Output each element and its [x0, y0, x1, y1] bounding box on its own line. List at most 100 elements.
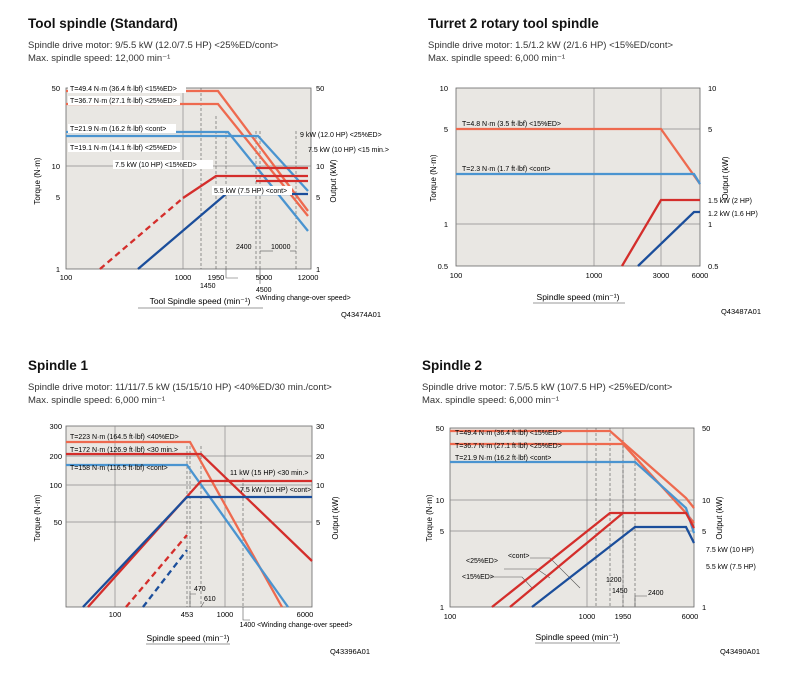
ytick-1: 1	[444, 220, 448, 229]
annot-1450: 1450	[200, 283, 216, 290]
x-axis-label: Spindle speed (min⁻¹)	[537, 292, 620, 302]
label-torque-2-3: T=2.3 N·m (1.7 ft·lbf) <cont>	[462, 166, 551, 173]
label-output-1-5: 1.5 kW (2 HP)	[708, 198, 752, 205]
label-torque-21-9: T=21.9 N·m (16.2 ft·lbf) <cont>	[70, 126, 166, 133]
xtick-1950: 1950	[615, 612, 632, 621]
series-torque-19-1	[66, 134, 309, 192]
xtick-5000: 5000	[256, 273, 273, 282]
label-torque-223: T=223 N·m (164.5 ft·lbf) <40%ED>	[70, 434, 179, 441]
y2tick-1: 1	[702, 603, 706, 612]
chart-svg: 10 5 1 0.5 10 5 1 0.5 100 1000 3000 6000…	[429, 84, 761, 316]
chart-code: Q43474A01	[341, 310, 381, 319]
y2tick-10: 10	[702, 496, 710, 505]
label-torque-21-9: T=21.9 N·m (16.2 ft·lbf) <cont>	[455, 455, 551, 462]
y2tick-50: 50	[702, 424, 710, 433]
chart-title: Spindle 1	[28, 358, 89, 373]
annot-1200: 1200	[606, 577, 622, 584]
label-torque-49-4: T=49.4 N·m (36.4 ft·lbf) <15%ED>	[70, 86, 177, 93]
series-output-7-5	[182, 174, 308, 199]
x-axis-label: Spindle speed (min⁻¹)	[536, 632, 619, 642]
series-torque-223	[66, 440, 284, 608]
xtick-6000: 6000	[682, 612, 699, 621]
xtick-1000: 1000	[175, 273, 192, 282]
ytick-50: 50	[436, 424, 444, 433]
xtick-1950: 1950	[208, 273, 225, 282]
series-torque-49-4	[450, 429, 695, 509]
xtick-12000: 12000	[298, 273, 319, 282]
chart-subtitle-motor: Spindle drive motor: 1.5/1.2 kW (2/1.6 H…	[428, 40, 674, 51]
y2tick-20: 20	[316, 452, 324, 461]
chart-title: Tool spindle (Standard)	[28, 16, 178, 31]
x-axis-note: <Winding change-over speed>	[255, 295, 350, 302]
ytick-0-5: 0.5	[438, 262, 448, 271]
plot-area	[455, 87, 701, 267]
series-labels: T=49.4 N·m (36.4 ft·lbf) <15%ED> T=36.7 …	[455, 430, 756, 581]
series-torque-2-3	[456, 172, 701, 185]
series-group	[456, 127, 701, 267]
y2tick-0-5: 0.5	[708, 262, 718, 271]
label-output-7-5: 7.5 kW (10 HP) <cont>	[240, 487, 311, 494]
xtick-100: 100	[60, 273, 73, 282]
label-output-11: 11 kW (15 HP) <30 min.>	[230, 470, 308, 477]
ytick-5: 5	[440, 527, 444, 536]
y2tick-5: 5	[702, 527, 706, 536]
chart-code: Q43490A01	[720, 647, 760, 656]
label-torque-36-7: T=36.7 N·m (27.1 ft·lbf) <25%ED>	[455, 443, 562, 450]
ytick-300: 300	[49, 422, 62, 431]
chart-title: Spindle 2	[422, 358, 483, 373]
label-output-7-5-15min: 7.5 kW (10 HP) <15 min.>	[308, 147, 389, 154]
series-output-7-5-dashed	[99, 197, 184, 270]
series-torque-4-8	[456, 127, 701, 185]
y2tick-1: 1	[316, 265, 320, 274]
series-group	[450, 429, 696, 608]
xtick-100: 100	[450, 271, 463, 280]
chart-svg: 50 10 5 1 50 10 5 1 100 1000 1950 5000 1…	[33, 84, 389, 319]
series-output-1-2	[637, 210, 700, 267]
label-right-7-5kw: 7.5 kW (10 HP)	[706, 547, 754, 554]
x-axis-note: 1400 <Winding change-over speed>	[240, 622, 353, 629]
chart-subtitle-motor: Spindle drive motor: 9/5.5 kW (12.0/7.5 …	[28, 40, 279, 51]
panel-spindle2: Spindle 2 Spindle drive motor: 7.5/5.5 k…	[422, 358, 801, 688]
ytick-5: 5	[444, 125, 448, 134]
y2tick-50: 50	[316, 84, 324, 93]
annot-470: 470	[194, 586, 206, 593]
label-output-25ed: <25%ED>	[466, 558, 498, 565]
chart-subtitle-motor: Spindle drive motor: 7.5/5.5 kW (10/7.5 …	[422, 382, 673, 393]
xtick-1000: 1000	[579, 612, 596, 621]
label-output-1-2: 1.2 kW (1.6 HP)	[708, 211, 758, 218]
y-axis-label: Torque (N·m)	[425, 494, 434, 541]
y2tick-10: 10	[316, 481, 324, 490]
y2-axis-label: Output (kW)	[331, 496, 340, 539]
annot-4500: 4500	[256, 287, 272, 294]
label-output-7-5: 7.5 kW (10 HP) <15%ED>	[115, 162, 197, 169]
xtick-3000: 3000	[653, 271, 670, 280]
label-output-9: 9 kW (12.0 HP) <25%ED>	[300, 132, 382, 139]
series-torque-49-4	[183, 89, 309, 212]
label-right-5-5kw: 5.5 kW (7.5 HP)	[706, 564, 756, 571]
y2-axis-label: Output (kW)	[329, 159, 338, 202]
series-torque-172	[66, 452, 313, 562]
x-axis-label: Spindle speed (min⁻¹)	[147, 633, 230, 643]
label-torque-49-4: T=49.4 N·m (36.4 ft·lbf) <15%ED>	[455, 430, 562, 437]
y2tick-5: 5	[708, 125, 712, 134]
series-output-1-5	[621, 198, 700, 267]
series-labels: T=223 N·m (164.5 ft·lbf) <40%ED> T=172 N…	[70, 434, 311, 494]
guide-lines	[595, 428, 636, 607]
series-torque-158	[66, 463, 289, 608]
panel-turret2: Turret 2 rotary tool spindle Spindle dri…	[428, 16, 801, 346]
ytick-100: 100	[49, 481, 62, 490]
ytick-5: 5	[56, 193, 60, 202]
annot-1450: 1450	[612, 588, 628, 595]
xtick-100: 100	[109, 610, 122, 619]
series-group	[66, 440, 313, 608]
ytick-1: 1	[56, 265, 60, 274]
label-torque-19-1: T=19.1 N·m (14.1 ft·lbf) <25%ED>	[70, 145, 177, 152]
y2tick-5: 5	[316, 518, 320, 527]
ytick-50: 50	[52, 84, 60, 93]
y2tick-1: 1	[708, 220, 712, 229]
y2-axis-label: Output (kW)	[715, 496, 724, 539]
xtick-6000: 6000	[692, 271, 709, 280]
plot-area	[65, 87, 312, 270]
chart-svg: 50 10 5 1 50 10 5 1 100 1000 1950 6000 T…	[425, 424, 760, 656]
chart-code: Q43396A01	[330, 647, 370, 656]
